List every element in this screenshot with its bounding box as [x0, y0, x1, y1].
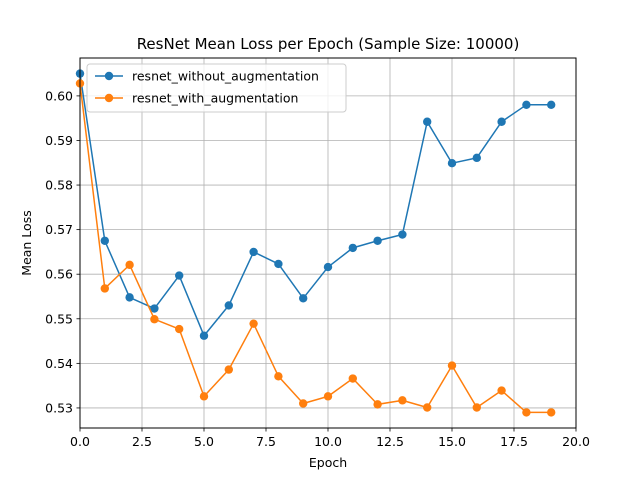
y-tick-label: 0.59	[45, 133, 73, 148]
data-point	[522, 408, 531, 417]
data-point	[199, 331, 209, 340]
legend-marker	[104, 93, 114, 103]
legend-label: resnet_without_augmentation	[132, 69, 319, 84]
x-tick-label: 12.5	[376, 434, 404, 449]
y-tick-label: 0.55	[45, 311, 73, 326]
legend-box	[86, 63, 347, 113]
data-point	[497, 117, 506, 126]
data-point	[274, 259, 283, 269]
data-point	[299, 294, 308, 303]
data-point	[150, 304, 159, 313]
data-point	[249, 319, 258, 328]
data-point	[547, 408, 556, 417]
y-tick-label: 0.56	[45, 267, 73, 282]
data-point	[373, 400, 382, 409]
data-point	[423, 403, 432, 412]
data-point	[224, 301, 233, 310]
series-resnet_without_augmentation	[75, 69, 556, 340]
y-axis-title: Mean Loss	[19, 210, 34, 275]
x-tick-label: 0.0	[70, 434, 90, 449]
legend: resnet_without_augmentation resnet_with_a…	[86, 63, 347, 113]
data-point	[100, 284, 110, 293]
data-point	[348, 243, 357, 253]
data-point	[398, 396, 407, 405]
data-point	[348, 374, 357, 383]
x-tick-label: 5.0	[194, 434, 214, 449]
series-line	[79, 73, 552, 337]
grid	[79, 58, 577, 428]
data-point	[472, 403, 481, 412]
data-point	[423, 117, 432, 126]
x-tick-label: 10.0	[314, 434, 342, 449]
data-point	[323, 262, 333, 272]
x-tick-label: 2.5	[132, 434, 152, 449]
data-point	[447, 361, 457, 370]
y-tick-label: 0.53	[45, 400, 73, 415]
data-point	[249, 247, 258, 257]
data-point	[522, 100, 531, 110]
y-tick-label: 0.54	[45, 356, 73, 371]
data-point	[175, 324, 184, 334]
data-point	[199, 392, 209, 401]
data-point	[100, 236, 110, 245]
plot-frame	[79, 57, 577, 429]
data-point	[547, 100, 556, 110]
data-point	[323, 392, 333, 401]
data-point	[224, 365, 233, 374]
legend-marker	[104, 71, 114, 81]
y-tick-label: 0.60	[45, 88, 73, 103]
data-point	[447, 159, 457, 168]
data-point	[398, 230, 407, 239]
data-point	[150, 315, 159, 324]
y-tick-label: 0.57	[45, 222, 73, 237]
series-resnet_with_augmentation	[75, 79, 556, 417]
chart-title: ResNet Mean Loss per Epoch (Sample Size:…	[137, 35, 520, 53]
x-tick-label: 20.0	[562, 434, 590, 449]
data-point	[299, 399, 308, 408]
x-tick-label: 7.5	[256, 434, 276, 449]
series-layer	[75, 69, 556, 417]
x-tick-label: 17.5	[500, 434, 528, 449]
legend-entry: resnet_without_augmentation	[95, 69, 319, 84]
x-tick-label: 15.0	[438, 434, 466, 449]
axis-ticks: 0.0 2.5 5.0 7.5 10.0 12.5 15.0 17.5 20.0 0.53 0.54…	[45, 88, 590, 449]
data-point	[497, 386, 506, 395]
legend-label: resnet_with_augmentation	[132, 91, 298, 106]
data-point	[373, 236, 382, 245]
data-point	[274, 372, 283, 381]
x-axis-title: Epoch	[309, 455, 347, 470]
data-point	[472, 153, 481, 163]
data-point	[125, 260, 134, 270]
data-point	[125, 293, 134, 302]
series-line	[79, 83, 552, 414]
data-point	[175, 271, 184, 280]
y-tick-label: 0.58	[45, 178, 73, 193]
legend-entry: resnet_with_augmentation	[95, 91, 298, 106]
